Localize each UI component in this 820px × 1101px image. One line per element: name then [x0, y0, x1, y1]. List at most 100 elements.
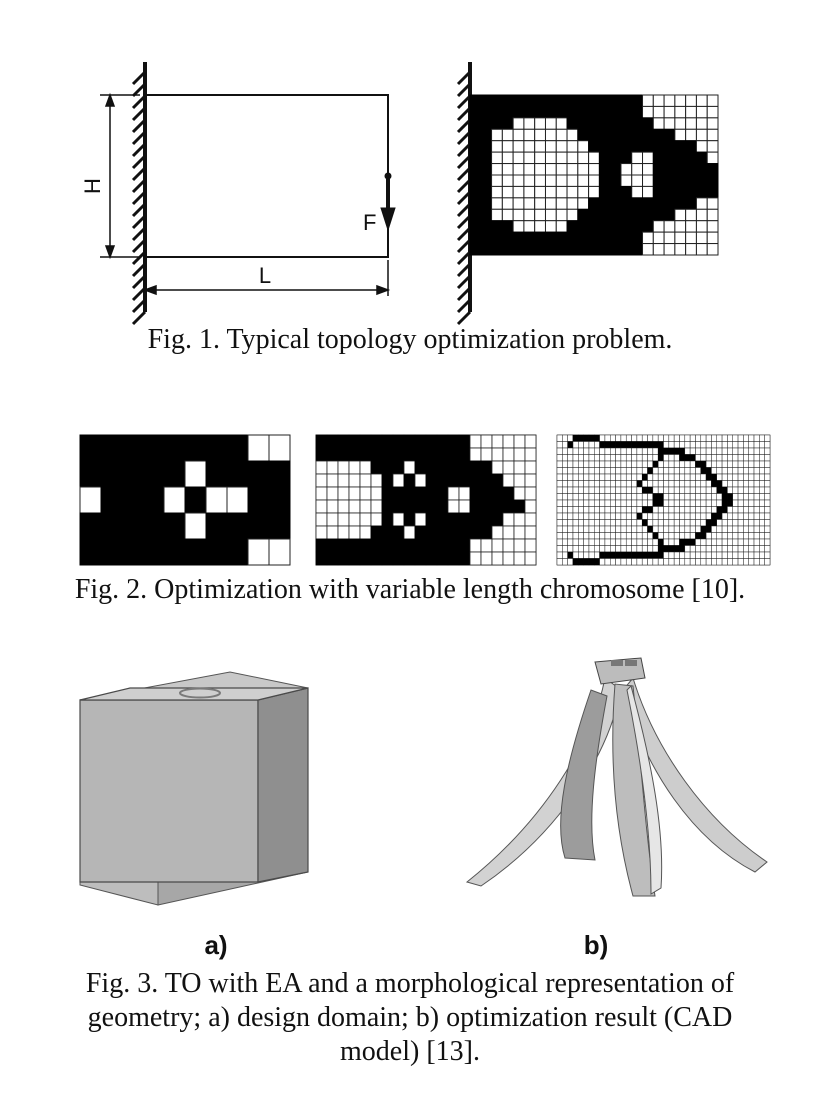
- solid-element: [689, 538, 696, 546]
- void-element: [513, 486, 526, 501]
- solid-element: [205, 434, 228, 462]
- solid-element: [480, 486, 493, 501]
- solid-element: [647, 467, 654, 475]
- void-element: [599, 532, 606, 540]
- void-element: [458, 486, 471, 501]
- void-element: [566, 197, 579, 210]
- void-element: [583, 525, 590, 533]
- void-element: [668, 441, 675, 449]
- fig2-chromosome-grids: [79, 434, 771, 566]
- void-element: [615, 499, 622, 507]
- solid-element: [469, 486, 482, 501]
- void-element: [748, 558, 755, 566]
- void-element: [631, 519, 638, 527]
- solid-element: [647, 525, 654, 533]
- void-element: [501, 185, 514, 199]
- solid-element: [636, 480, 643, 488]
- solid-element: [609, 163, 622, 176]
- solid-element: [184, 538, 207, 566]
- void-element: [359, 499, 372, 514]
- solid-element: [620, 197, 633, 210]
- void-element: [695, 454, 702, 462]
- void-element: [647, 454, 654, 462]
- void-element: [615, 506, 622, 514]
- void-element: [663, 493, 670, 501]
- void-element: [711, 486, 717, 494]
- solid-element: [436, 447, 449, 462]
- void-element: [555, 140, 568, 153]
- solid-element: [598, 220, 611, 233]
- void-element: [685, 220, 697, 233]
- void-element: [625, 447, 632, 455]
- solid-element: [599, 551, 606, 559]
- void-element: [668, 551, 675, 559]
- solid-element: [79, 512, 102, 540]
- void-element: [578, 441, 584, 449]
- void-element: [652, 480, 659, 488]
- void-element: [315, 486, 328, 501]
- void-element: [583, 506, 590, 514]
- void-element: [556, 486, 563, 494]
- void-element: [491, 551, 504, 566]
- void-element: [577, 140, 590, 153]
- void-element: [695, 558, 702, 566]
- void-element: [657, 525, 664, 533]
- solid-element: [480, 185, 493, 199]
- void-element: [668, 519, 675, 527]
- void-element: [512, 151, 525, 165]
- void-element: [636, 493, 643, 501]
- void-element: [620, 467, 627, 475]
- solid-element: [577, 208, 590, 222]
- void-element: [556, 447, 563, 455]
- solid-element: [458, 473, 471, 488]
- solid-element: [598, 151, 611, 165]
- void-element: [556, 545, 563, 553]
- void-element: [544, 140, 557, 153]
- void-element: [705, 480, 712, 488]
- void-element: [721, 473, 728, 481]
- solid-element: [598, 185, 611, 199]
- void-element: [501, 163, 514, 176]
- void-element: [578, 532, 584, 540]
- void-element: [512, 140, 525, 153]
- solid-element: [657, 551, 664, 559]
- void-element: [727, 519, 733, 527]
- void-element: [684, 506, 691, 514]
- void-element: [469, 551, 482, 566]
- void-element: [668, 512, 675, 520]
- solid-element: [458, 512, 471, 527]
- void-element: [566, 151, 579, 165]
- solid-element: [370, 447, 383, 462]
- void-element: [523, 163, 536, 176]
- solid-element: [544, 231, 557, 245]
- solid-element: [348, 434, 361, 449]
- solid-element: [652, 208, 665, 222]
- void-element: [695, 545, 702, 553]
- void-element: [732, 467, 739, 475]
- void-element: [663, 551, 670, 559]
- void-element: [625, 434, 632, 442]
- solid-element: [609, 174, 622, 187]
- void-element: [657, 486, 664, 494]
- void-element: [679, 506, 686, 514]
- void-element: [534, 151, 546, 165]
- void-element: [695, 128, 708, 142]
- void-element: [705, 434, 712, 442]
- void-element: [689, 532, 696, 540]
- solid-element: [436, 434, 449, 449]
- void-element: [403, 460, 416, 475]
- void-element: [594, 441, 600, 449]
- void-element: [727, 486, 733, 494]
- void-element: [588, 532, 595, 540]
- solid-element: [523, 243, 536, 256]
- void-element: [737, 486, 744, 494]
- solid-element: [695, 185, 708, 199]
- void-element: [743, 545, 749, 553]
- void-element: [337, 525, 350, 540]
- void-element: [534, 208, 546, 222]
- void-element: [502, 434, 515, 449]
- void-element: [652, 538, 659, 546]
- void-element: [604, 434, 611, 442]
- void-element: [502, 460, 515, 475]
- solid-element: [567, 551, 574, 559]
